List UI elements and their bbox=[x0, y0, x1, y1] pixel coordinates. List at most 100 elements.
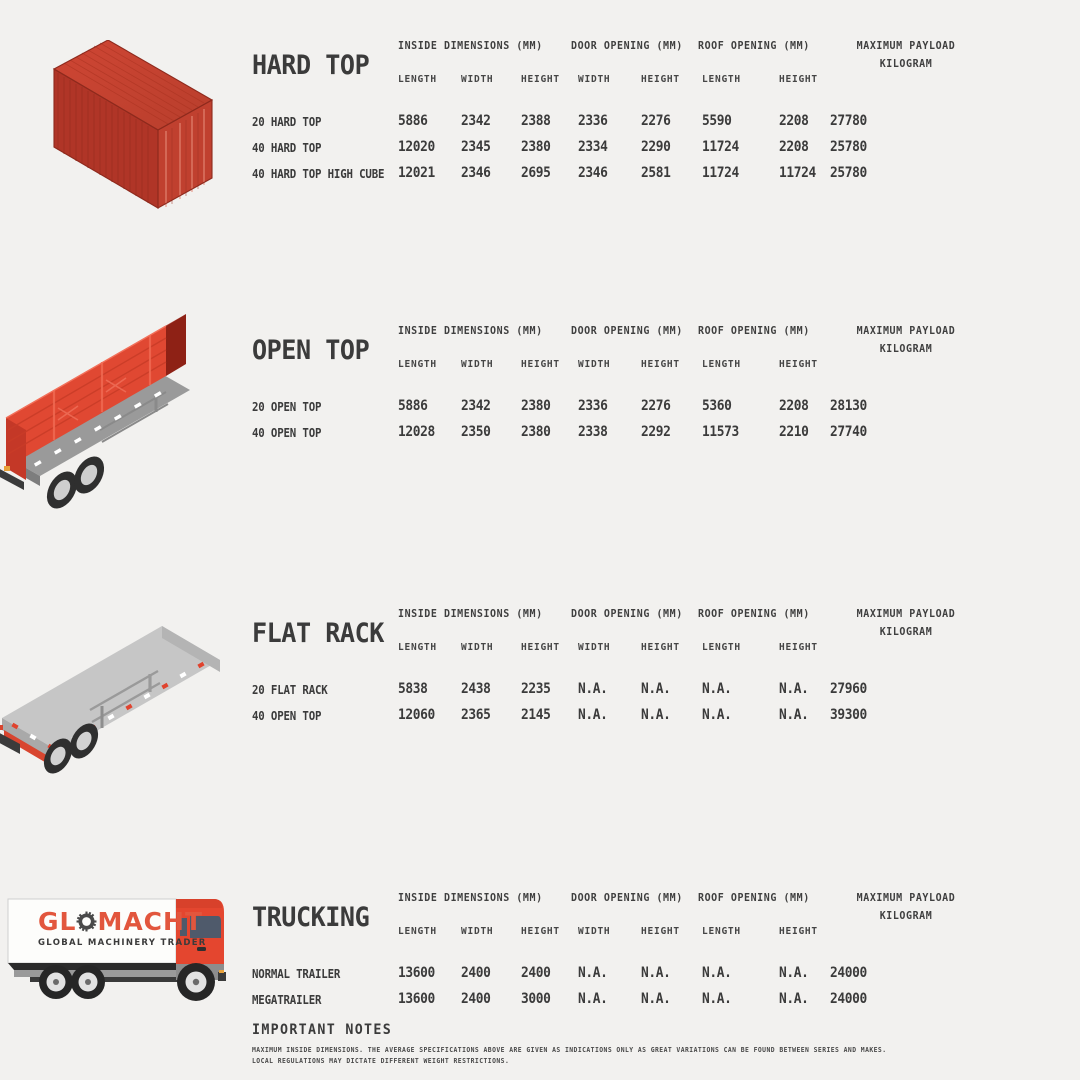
illustration-open-top-trailer bbox=[0, 290, 240, 525]
sub-header-row: LENGTH WIDTH HEIGHT WIDTH HEIGHT LENGTH … bbox=[398, 74, 1080, 100]
subheader-inside-length: LENGTH bbox=[398, 926, 437, 937]
group-inside-dimensions: INSIDE DIMENSIONS (MM) bbox=[398, 892, 543, 904]
section-title: TRUCKING bbox=[252, 902, 370, 933]
cell-inside-width: 2350 bbox=[461, 424, 491, 440]
table-grid: INSIDE DIMENSIONS (MM) DOOR OPENING (MM)… bbox=[252, 325, 1080, 451]
sub-header-row: LENGTH WIDTH HEIGHT WIDTH HEIGHT LENGTH … bbox=[398, 926, 1080, 952]
subheader-inside-width: WIDTH bbox=[461, 926, 494, 937]
cell-max-payload: 27960 bbox=[830, 681, 867, 697]
gear-icon bbox=[76, 911, 97, 932]
subheader-inside-width: WIDTH bbox=[461, 74, 494, 85]
cell-inside-length: 5886 bbox=[398, 113, 428, 129]
payload-line-2: KILOGRAM bbox=[879, 343, 933, 355]
cell-door-height: 2290 bbox=[641, 139, 671, 155]
cell-roof-length: N.A. bbox=[702, 681, 732, 697]
cell-door-width: N.A. bbox=[578, 991, 608, 1007]
group-maximum-payload: MAXIMUM PAYLOAD KILOGRAM bbox=[830, 608, 982, 638]
group-header-row: INSIDE DIMENSIONS (MM) DOOR OPENING (MM)… bbox=[398, 40, 1080, 70]
cell-roof-height: 2208 bbox=[779, 139, 809, 155]
cell-inside-length: 5886 bbox=[398, 398, 428, 414]
cell-inside-width: 2346 bbox=[461, 165, 491, 181]
cell-door-height: 2292 bbox=[641, 424, 671, 440]
glomacht-logo: GL MACHT GLOBAL MACHINERY TRADER bbox=[38, 909, 207, 948]
notes-line-2: LOCAL REGULATIONS MAY DICTATE DIFFERENT … bbox=[252, 1057, 510, 1065]
subheader-inside-width: WIDTH bbox=[461, 642, 494, 653]
notes-line-1: MAXIMUM INSIDE DIMENSIONS. THE AVERAGE S… bbox=[252, 1046, 887, 1054]
table-grid: INSIDE DIMENSIONS (MM) DOOR OPENING (MM)… bbox=[252, 40, 1080, 192]
shipping-container-icon bbox=[52, 39, 214, 209]
notes-body: MAXIMUM INSIDE DIMENSIONS. THE AVERAGE S… bbox=[252, 1045, 931, 1067]
cell-inside-height: 2380 bbox=[521, 424, 551, 440]
payload-line-1: MAXIMUM PAYLOAD bbox=[856, 325, 956, 337]
cell-inside-width: 2365 bbox=[461, 707, 491, 723]
group-door-opening: DOOR OPENING (MM) bbox=[571, 608, 683, 620]
illustration-shipping-container bbox=[0, 39, 250, 245]
group-door-opening: DOOR OPENING (MM) bbox=[571, 892, 683, 904]
payload-line-1: MAXIMUM PAYLOAD bbox=[856, 40, 956, 52]
cell-max-payload: 24000 bbox=[830, 991, 867, 1007]
wheel-group bbox=[39, 963, 215, 1001]
cell-door-height: N.A. bbox=[641, 991, 671, 1007]
cell-inside-width: 2400 bbox=[461, 965, 491, 981]
row-label: NORMAL TRAILER bbox=[252, 966, 341, 981]
subheader-roof-height: HEIGHT bbox=[779, 359, 818, 370]
subheader-inside-height: HEIGHT bbox=[521, 74, 560, 85]
cell-roof-height: 2210 bbox=[779, 424, 809, 440]
table-row: NORMAL TRAILER 13600 2400 2400 N.A. N.A.… bbox=[252, 965, 1080, 992]
row-label: 40 HARD TOP HIGH CUBE bbox=[252, 166, 385, 181]
cell-max-payload: 27740 bbox=[830, 424, 867, 440]
wheel-group bbox=[43, 723, 99, 774]
group-maximum-payload: MAXIMUM PAYLOAD KILOGRAM bbox=[830, 40, 982, 70]
cell-roof-height: N.A. bbox=[779, 991, 809, 1007]
cell-max-payload: 25780 bbox=[830, 139, 867, 155]
subheader-inside-length: LENGTH bbox=[398, 74, 437, 85]
cell-door-height: N.A. bbox=[641, 681, 671, 697]
group-roof-opening: ROOF OPENING (MM) bbox=[698, 40, 810, 52]
important-notes: IMPORTANT NOTES MAXIMUM INSIDE DIMENSION… bbox=[252, 1022, 952, 1067]
section-title: HARD TOP bbox=[252, 50, 370, 81]
wheel-group bbox=[46, 456, 105, 509]
box-truck-icon bbox=[7, 898, 226, 1001]
row-label: 20 OPEN TOP bbox=[252, 399, 322, 414]
cell-roof-length: 5590 bbox=[702, 113, 732, 129]
subheader-door-width: WIDTH bbox=[578, 74, 611, 85]
table-row: MEGATRAILER 13600 2400 3000 N.A. N.A. N.… bbox=[252, 991, 1080, 1018]
cell-door-height: N.A. bbox=[641, 965, 671, 981]
row-label: 40 OPEN TOP bbox=[252, 708, 322, 723]
logo-text-part1: GL bbox=[38, 907, 77, 936]
group-header-row: INSIDE DIMENSIONS (MM) DOOR OPENING (MM)… bbox=[398, 892, 1080, 922]
cell-inside-length: 13600 bbox=[398, 991, 435, 1007]
table-row: 40 HARD TOP 12020 2345 2380 2334 2290 11… bbox=[252, 139, 1080, 166]
cell-door-width: N.A. bbox=[578, 965, 608, 981]
subheader-door-height: HEIGHT bbox=[641, 359, 680, 370]
sub-header-row: LENGTH WIDTH HEIGHT WIDTH HEIGHT LENGTH … bbox=[398, 642, 1080, 668]
cell-door-width: 2336 bbox=[578, 398, 608, 414]
table-row: 40 OPEN TOP 12060 2365 2145 N.A. N.A. N.… bbox=[252, 707, 1080, 734]
notes-title: IMPORTANT NOTES bbox=[252, 1022, 393, 1038]
subheader-door-height: HEIGHT bbox=[641, 926, 680, 937]
cell-roof-height: N.A. bbox=[779, 681, 809, 697]
open-top-trailer-icon bbox=[0, 314, 190, 509]
sub-header-row: LENGTH WIDTH HEIGHT WIDTH HEIGHT LENGTH … bbox=[398, 359, 1080, 385]
cell-inside-width: 2345 bbox=[461, 139, 491, 155]
cell-inside-height: 2235 bbox=[521, 681, 551, 697]
table-row: 20 OPEN TOP 5886 2342 2380 2336 2276 536… bbox=[252, 398, 1080, 425]
payload-line-1: MAXIMUM PAYLOAD bbox=[856, 608, 956, 620]
subheader-roof-length: LENGTH bbox=[702, 74, 741, 85]
cell-roof-length: N.A. bbox=[702, 965, 732, 981]
cell-roof-height: 2208 bbox=[779, 398, 809, 414]
table-row: 40 OPEN TOP 12028 2350 2380 2338 2292 11… bbox=[252, 424, 1080, 451]
cell-door-height: 2276 bbox=[641, 398, 671, 414]
group-door-opening: DOOR OPENING (MM) bbox=[571, 325, 683, 337]
group-maximum-payload: MAXIMUM PAYLOAD KILOGRAM bbox=[830, 325, 982, 355]
cell-door-width: 2338 bbox=[578, 424, 608, 440]
group-inside-dimensions: INSIDE DIMENSIONS (MM) bbox=[398, 325, 543, 337]
cell-max-payload: 28130 bbox=[830, 398, 867, 414]
flat-rack-trailer-icon bbox=[0, 626, 220, 774]
row-label: MEGATRAILER bbox=[252, 992, 322, 1007]
table-grid: INSIDE DIMENSIONS (MM) DOOR OPENING (MM)… bbox=[252, 892, 1080, 1018]
cell-inside-height: 2388 bbox=[521, 113, 551, 129]
group-door-opening: DOOR OPENING (MM) bbox=[571, 40, 683, 52]
cell-inside-height: 2380 bbox=[521, 398, 551, 414]
payload-line-2: KILOGRAM bbox=[879, 626, 933, 638]
